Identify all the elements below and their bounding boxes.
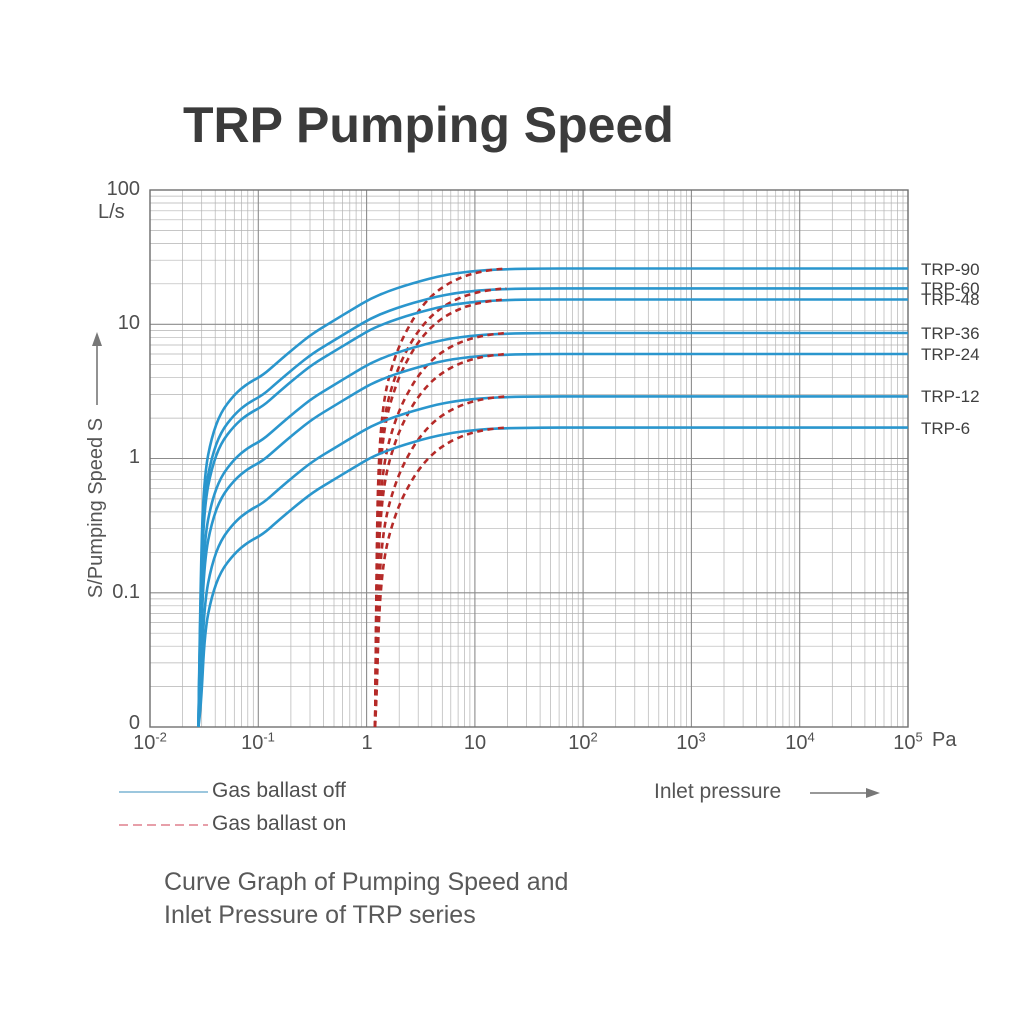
curve-TRP-90-ballast-on — [373, 267, 507, 728]
x-tick-base: 10 — [676, 732, 699, 754]
grid — [149, 189, 909, 728]
curve-label-trp-6: TRP-6 — [921, 419, 971, 438]
x-tick-1e4: 104 — [758, 729, 842, 755]
x-tick-base: 10 — [893, 732, 916, 754]
x-tick-10: 10 — [433, 732, 517, 755]
x-tick-base: 10 — [568, 732, 591, 754]
curves — [197, 267, 908, 728]
x-axis-unit: Pa — [932, 729, 957, 751]
x-tick-exp: 3 — [698, 729, 706, 745]
y-tick-10: 10 — [117, 312, 140, 334]
x-tick-1e2: 102 — [541, 729, 625, 755]
x-tick-base: 10 — [241, 732, 264, 754]
curve-label-trp-36: TRP-36 — [921, 324, 980, 343]
y-tick-1: 1 — [128, 446, 140, 468]
figure-caption-line1: Curve Graph of Pumping Speed and — [164, 868, 569, 896]
x-tick-1e-1: 10-1 — [216, 729, 300, 755]
x-tick-base: 10 — [463, 732, 487, 754]
legend-item-gas-ballast-off: Gas ballast off — [212, 779, 346, 802]
curve-TRP-36-ballast-on — [373, 331, 507, 728]
x-tick-exp: -2 — [155, 729, 167, 745]
x-tick-1e5: 105 — [866, 729, 950, 755]
y-axis-unit: L/s — [98, 201, 125, 223]
curve-TRP-36-ballast-off — [197, 331, 908, 728]
x-tick-base: 10 — [133, 732, 156, 754]
x-tick-1e-2: 10-2 — [108, 729, 192, 755]
figure-caption-line2: Inlet Pressure of TRP series — [164, 901, 476, 929]
x-tick-exp: 2 — [590, 729, 598, 745]
x-tick-base: 1 — [361, 732, 373, 754]
legend-item-gas-ballast-on: Gas ballast on — [212, 812, 347, 835]
curve-label-trp-48: TRP-48 — [921, 290, 980, 309]
curve-TRP-90-ballast-off — [197, 267, 908, 728]
curve-TRP-12-ballast-on — [373, 395, 507, 728]
x-tick-exp: 5 — [915, 729, 923, 745]
curve-TRP-48-ballast-on — [373, 298, 507, 728]
x-tick-1: 1 — [325, 732, 409, 755]
chart-title: TRP Pumping Speed — [183, 96, 674, 153]
axis-arrows — [92, 332, 880, 798]
curve-label-trp-90: TRP-90 — [921, 260, 980, 279]
curve-TRP-6-ballast-off — [197, 426, 908, 728]
y-tick-0_1: 0.1 — [112, 581, 140, 603]
x-axis-label: Inlet pressure — [654, 780, 782, 803]
curve-TRP-60-ballast-on — [373, 287, 507, 728]
curve-TRP-24-ballast-off — [197, 352, 908, 728]
x-tick-1e3: 103 — [649, 729, 733, 755]
figure-caption: Curve Graph of Pumping Speed and Inlet P… — [164, 866, 568, 932]
curve-TRP-24-ballast-on — [373, 352, 507, 728]
x-tick-exp: -1 — [263, 729, 275, 745]
y-axis-label: S/Pumping Speed S — [85, 417, 107, 599]
legend-swatches — [119, 791, 208, 826]
curve-label-trp-24: TRP-24 — [921, 345, 980, 364]
x-tick-base: 10 — [785, 732, 808, 754]
curve-TRP-6-ballast-on — [373, 426, 507, 728]
curve-label-trp-12: TRP-12 — [921, 387, 980, 406]
curve-label-trp-60: TRP-60 — [921, 279, 980, 298]
y-tick-100: 100 — [106, 178, 140, 200]
curve-TRP-48-ballast-off — [197, 298, 908, 728]
y-tick-0: 0 — [128, 712, 140, 734]
curve-TRP-60-ballast-off — [197, 287, 908, 728]
x-tick-exp: 4 — [807, 729, 815, 745]
curve-TRP-12-ballast-off — [197, 395, 908, 728]
